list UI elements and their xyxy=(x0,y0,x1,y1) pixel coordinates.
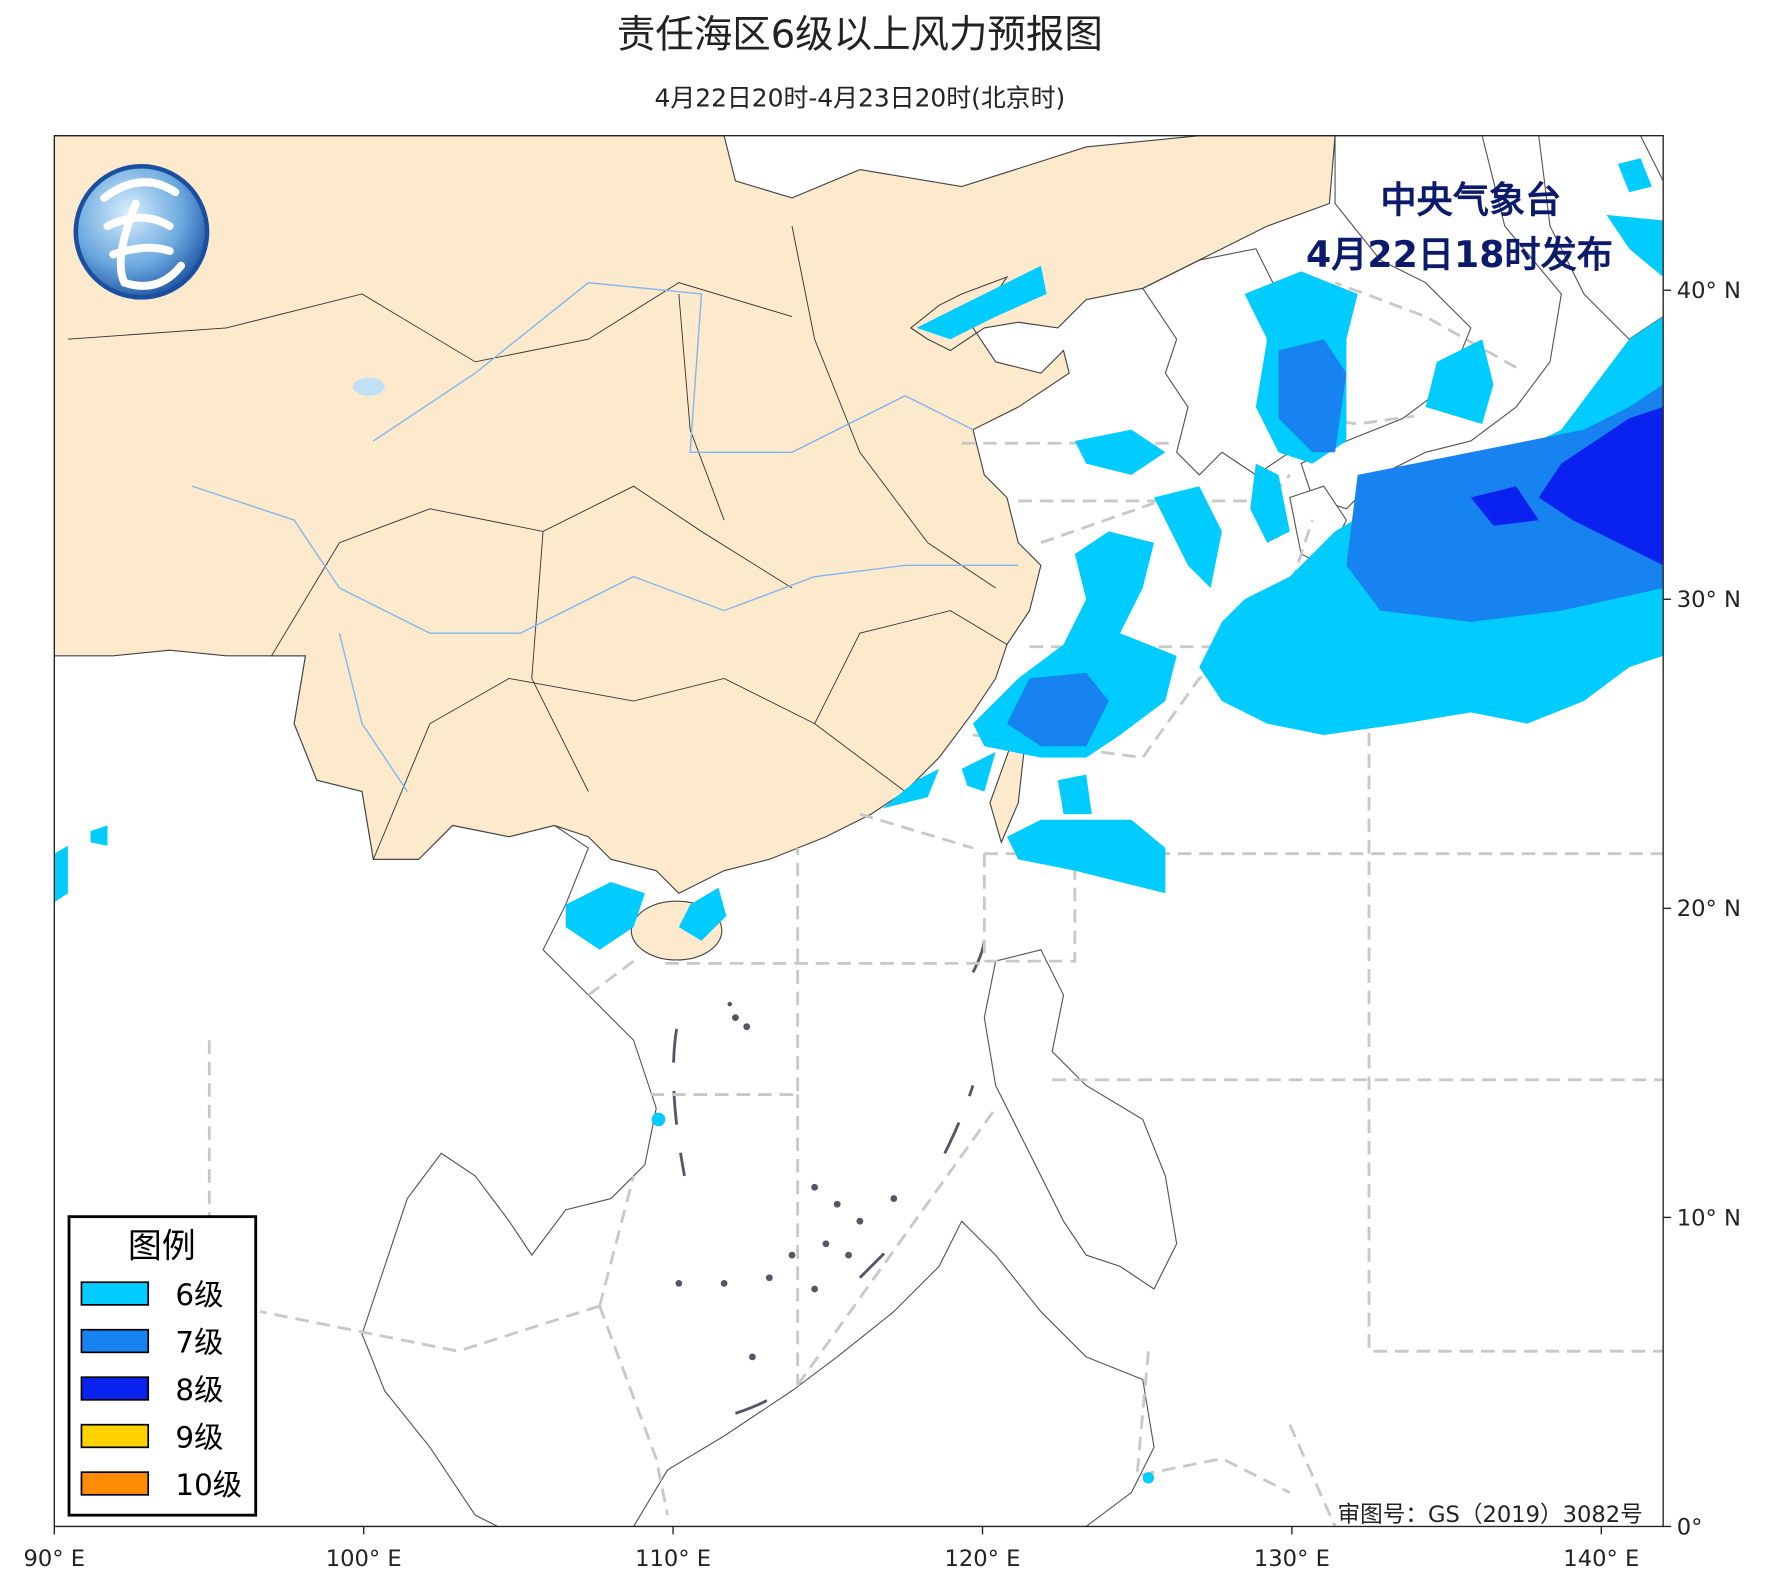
wind-area xyxy=(1470,486,1539,526)
legend-swatch xyxy=(80,1376,150,1401)
wind-area xyxy=(1074,429,1166,475)
wind-area xyxy=(1006,672,1109,747)
rivers xyxy=(192,281,1019,792)
y-tick-label: 30° N xyxy=(1677,587,1741,613)
wind-area xyxy=(54,845,68,903)
wind-area xyxy=(565,881,645,950)
legend-label: 6级 xyxy=(175,1278,223,1312)
map-body xyxy=(54,135,1664,1527)
wind-area xyxy=(1538,407,1664,566)
legend-swatch xyxy=(80,1281,150,1306)
wind-area xyxy=(882,768,940,809)
x-tick-label: 130° E xyxy=(1254,1546,1330,1572)
wind-areas xyxy=(54,158,1664,1484)
wind-area xyxy=(961,751,996,792)
legend-box xyxy=(67,1215,258,1517)
y-tick-label: 20° N xyxy=(1677,896,1741,922)
map-title: 责任海区6级以上风力预报图 xyxy=(617,13,1103,58)
x-tick-label: 100° E xyxy=(326,1546,402,1572)
province-borders xyxy=(67,226,1008,860)
wind-area xyxy=(1250,463,1290,543)
legend-swatch xyxy=(80,1328,150,1354)
legend-swatch xyxy=(80,1423,150,1449)
land xyxy=(632,1220,1155,1527)
issuer-name: 中央气象台 xyxy=(1380,179,1561,222)
islands xyxy=(675,1001,898,1361)
x-tick-label: 120° E xyxy=(945,1546,1021,1572)
y-tick-label: 10° N xyxy=(1677,1205,1741,1231)
wind-area xyxy=(916,265,1047,340)
wind-area xyxy=(1606,214,1664,278)
wind-area xyxy=(90,825,108,846)
axis-ticks: 90° E 100° E 110° E 120° E 130° E 140° E 0° 10°… xyxy=(24,278,1741,1572)
legend-label: 7级 xyxy=(175,1325,223,1359)
x-tick-label: 140° E xyxy=(1563,1546,1639,1572)
legend-label: 9级 xyxy=(175,1420,223,1454)
lake xyxy=(353,377,385,396)
legend-label: 8级 xyxy=(175,1373,223,1407)
wind-area xyxy=(1617,158,1652,193)
wind-area xyxy=(1142,1472,1155,1484)
x-tick-label: 90° E xyxy=(24,1546,86,1572)
map-frame xyxy=(53,135,1664,1528)
issue-time: 4月22日18时发布 xyxy=(1306,233,1613,276)
land xyxy=(983,949,1178,1290)
legend-swatch xyxy=(80,1471,150,1496)
x-tick-label: 110° E xyxy=(635,1546,711,1572)
wind-area xyxy=(651,1112,666,1127)
wind-area xyxy=(1278,339,1347,453)
wind-area xyxy=(1006,819,1166,894)
y-tick-label: 40° N xyxy=(1677,278,1741,304)
logo xyxy=(73,163,210,300)
wind-area xyxy=(1154,486,1222,588)
map-subtitle: 4月22日20时-4月23日20时(北京时) xyxy=(655,83,1066,112)
wind-area xyxy=(678,887,727,941)
wind-area xyxy=(1057,774,1092,815)
wind-area xyxy=(1425,339,1494,425)
legend: 图例 6级 7级 8级 9级 10级 xyxy=(67,1215,258,1517)
approval-number: 审图号：GS（2019）3082号 xyxy=(1337,1502,1642,1528)
china-land xyxy=(54,135,1336,894)
legend-label: 10级 xyxy=(175,1468,242,1502)
legend-title: 图例 xyxy=(128,1227,196,1266)
y-tick-label: 0° xyxy=(1677,1514,1703,1540)
